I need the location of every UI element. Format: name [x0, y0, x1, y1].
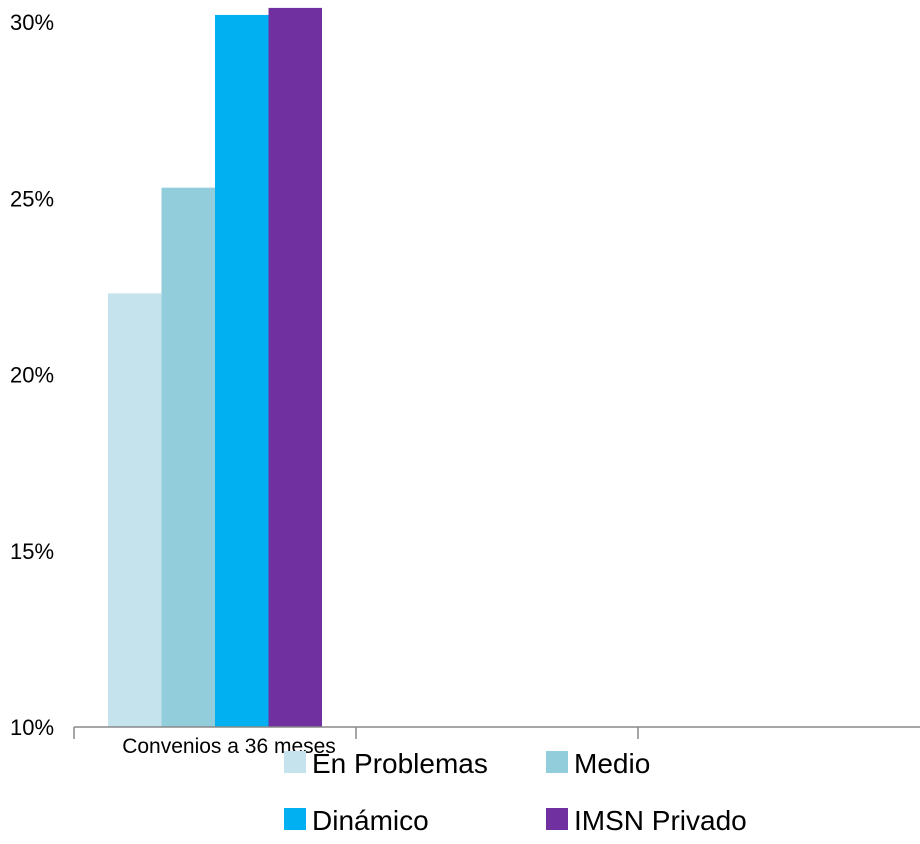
bar-imsn-privado — [268, 7, 322, 727]
y-tick-label: 10% — [10, 715, 54, 740]
legend-label: En Problemas — [312, 748, 488, 779]
legend-swatch — [546, 751, 568, 773]
legend: En Problemas Medio Dinámico IMSN Privado — [284, 748, 747, 836]
y-tick-label: 20% — [10, 363, 54, 388]
legend-swatch — [284, 751, 306, 773]
legend-label: Medio — [574, 748, 650, 779]
y-tick-label: 30% — [10, 10, 54, 35]
legend-swatch — [546, 808, 568, 830]
bar-medio — [161, 187, 215, 728]
bar-en-problemas — [108, 293, 162, 727]
bars — [108, 7, 322, 728]
y-tick-label: 15% — [10, 539, 54, 564]
bar-dinámico — [215, 14, 269, 727]
y-axis-tick-labels: 10% 15% 20% 25% 30% — [10, 10, 54, 740]
legend-label: Dinámico — [312, 805, 429, 836]
x-axis-category-labels: Convenios a 36 meses — [122, 735, 336, 758]
y-tick-label: 25% — [10, 186, 54, 211]
x-category-label: Convenios a 36 meses — [122, 735, 336, 758]
legend-swatch — [284, 808, 306, 830]
x-axis-ticks — [73, 727, 639, 739]
legend-label: IMSN Privado — [574, 805, 747, 836]
